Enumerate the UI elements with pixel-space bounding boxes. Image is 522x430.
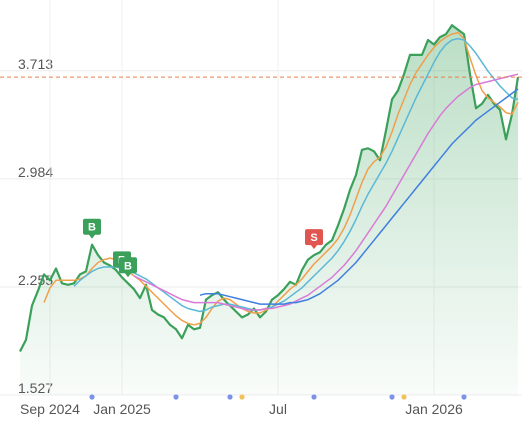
- y-tick-label: 2.984: [18, 164, 53, 180]
- signal-label: B: [124, 260, 132, 272]
- y-tick-label: 3.713: [18, 56, 53, 72]
- price-area: [20, 25, 518, 395]
- signal-label: B: [88, 222, 96, 234]
- event-dot: [227, 394, 233, 400]
- signal-marker: B: [119, 257, 137, 278]
- event-dot: [401, 394, 407, 400]
- average-line: [133, 73, 519, 311]
- signal-label: S: [310, 232, 317, 244]
- x-tick-label: Jan 2025: [93, 401, 151, 417]
- x-tick-label: Jan 2026: [405, 401, 463, 417]
- event-dot: [89, 394, 95, 400]
- signal-badge: [305, 229, 323, 250]
- average-line: [199, 88, 519, 305]
- event-dot: [461, 394, 467, 400]
- event-dot: [173, 394, 179, 400]
- average-line: [73, 37, 519, 313]
- event-dot: [389, 394, 395, 400]
- x-tick-label: Jul: [269, 401, 287, 417]
- event-dot: [239, 394, 245, 400]
- signal-marker: S: [305, 229, 323, 250]
- signal-badge: [83, 218, 101, 239]
- signal-badge: [119, 257, 137, 278]
- x-tick-label: Sep 2024: [20, 401, 80, 417]
- event-dot: [311, 394, 317, 400]
- price-line: [19, 24, 520, 352]
- signal-marker: B: [83, 218, 101, 239]
